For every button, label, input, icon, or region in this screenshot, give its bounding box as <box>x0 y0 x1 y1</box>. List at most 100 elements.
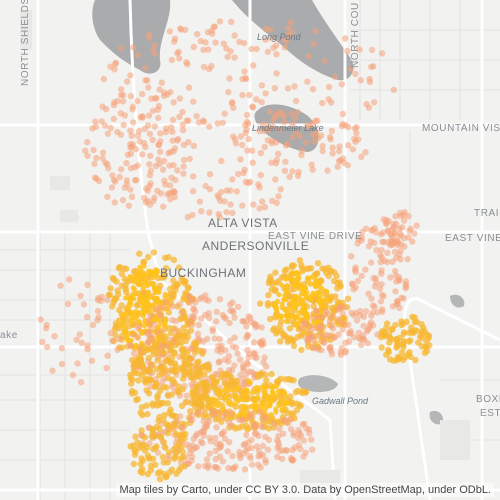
density-dot <box>345 142 352 149</box>
density-dot <box>241 403 247 409</box>
small-pond-1 <box>450 294 465 308</box>
density-dot <box>345 330 353 337</box>
density-dot <box>282 447 290 454</box>
density-dot <box>216 453 224 460</box>
density-dot <box>213 308 220 315</box>
density-dot <box>219 311 226 319</box>
density-dot <box>146 375 153 383</box>
density-dot <box>217 443 224 451</box>
density-dot <box>167 148 174 156</box>
density-dot <box>205 310 212 317</box>
density-dot <box>300 420 308 428</box>
density-dot <box>273 139 280 146</box>
density-dot <box>167 293 174 300</box>
density-dot <box>218 157 225 165</box>
density-dot <box>265 279 273 287</box>
density-dot <box>156 323 162 329</box>
density-dot <box>259 424 266 431</box>
density-dot <box>282 392 288 398</box>
density-dot <box>277 318 285 325</box>
density-dot <box>261 354 268 361</box>
density-dot <box>354 277 362 285</box>
density-dot <box>378 291 386 298</box>
density-dot <box>405 234 412 241</box>
density-dot <box>319 265 326 272</box>
density-dot <box>386 339 393 346</box>
density-dot <box>159 453 167 461</box>
density-dot <box>190 98 197 105</box>
density-dot <box>146 367 154 374</box>
density-dot <box>240 376 247 383</box>
density-dot <box>373 229 380 236</box>
density-dot <box>259 120 267 128</box>
density-dot <box>176 55 183 62</box>
density-dot <box>144 410 151 418</box>
density-dot <box>156 425 163 432</box>
density-dot <box>130 331 137 338</box>
density-dot <box>203 456 211 463</box>
density-dot <box>323 331 330 339</box>
density-dot <box>188 411 196 419</box>
density-dot <box>229 452 236 460</box>
density-dot <box>248 403 254 409</box>
density-dot <box>259 198 266 205</box>
density-dot <box>282 37 290 45</box>
density-dot <box>328 323 335 330</box>
density-dot <box>160 157 168 165</box>
density-dot <box>303 312 309 318</box>
density-dot <box>128 390 136 397</box>
density-dot <box>134 51 141 59</box>
density-dot <box>312 28 319 35</box>
density-dot <box>279 455 286 463</box>
density-dot <box>175 264 183 271</box>
density-dot <box>215 194 223 201</box>
density-dot <box>344 295 352 302</box>
density-dot <box>205 46 212 53</box>
density-dot <box>281 297 287 303</box>
density-dot <box>309 166 316 173</box>
density-dot <box>389 303 397 310</box>
density-dot <box>123 317 131 324</box>
density-dot <box>268 159 275 166</box>
density-dot <box>151 433 158 440</box>
density-dot <box>161 177 168 184</box>
density-dot <box>364 326 372 333</box>
density-dot <box>421 349 429 357</box>
density-dot <box>290 262 297 269</box>
density-dot <box>398 294 405 301</box>
density-dot <box>275 439 282 446</box>
density-dot <box>221 198 228 205</box>
density-dot <box>171 194 178 201</box>
density-dot <box>145 317 152 324</box>
density-dot <box>388 240 395 248</box>
density-dot <box>191 387 198 395</box>
density-dot <box>239 91 246 99</box>
density-dot <box>371 239 378 247</box>
density-dot <box>118 302 125 309</box>
density-dot <box>198 294 206 301</box>
density-dot <box>284 141 291 148</box>
density-dot <box>77 292 84 300</box>
density-dot <box>223 208 230 216</box>
density-dot <box>137 264 143 270</box>
density-dot <box>139 114 146 121</box>
density-dot <box>162 444 169 451</box>
density-dot <box>368 227 375 234</box>
density-dot <box>241 68 248 75</box>
density-dot <box>339 326 346 333</box>
density-dot <box>272 176 279 183</box>
density-dot <box>104 352 111 359</box>
density-dot <box>268 35 275 42</box>
density-dot <box>167 340 174 347</box>
density-dot <box>289 401 296 408</box>
density-dot <box>368 295 375 302</box>
density-dot <box>168 303 176 310</box>
density-dot <box>107 124 114 132</box>
density-dot <box>178 402 186 409</box>
density-dot <box>122 285 129 293</box>
density-dot <box>139 361 146 369</box>
density-dot <box>294 294 300 300</box>
map-attribution[interactable]: Map tiles by Carto, under CC BY 3.0. Dat… <box>116 483 494 497</box>
density-dot <box>279 305 285 311</box>
